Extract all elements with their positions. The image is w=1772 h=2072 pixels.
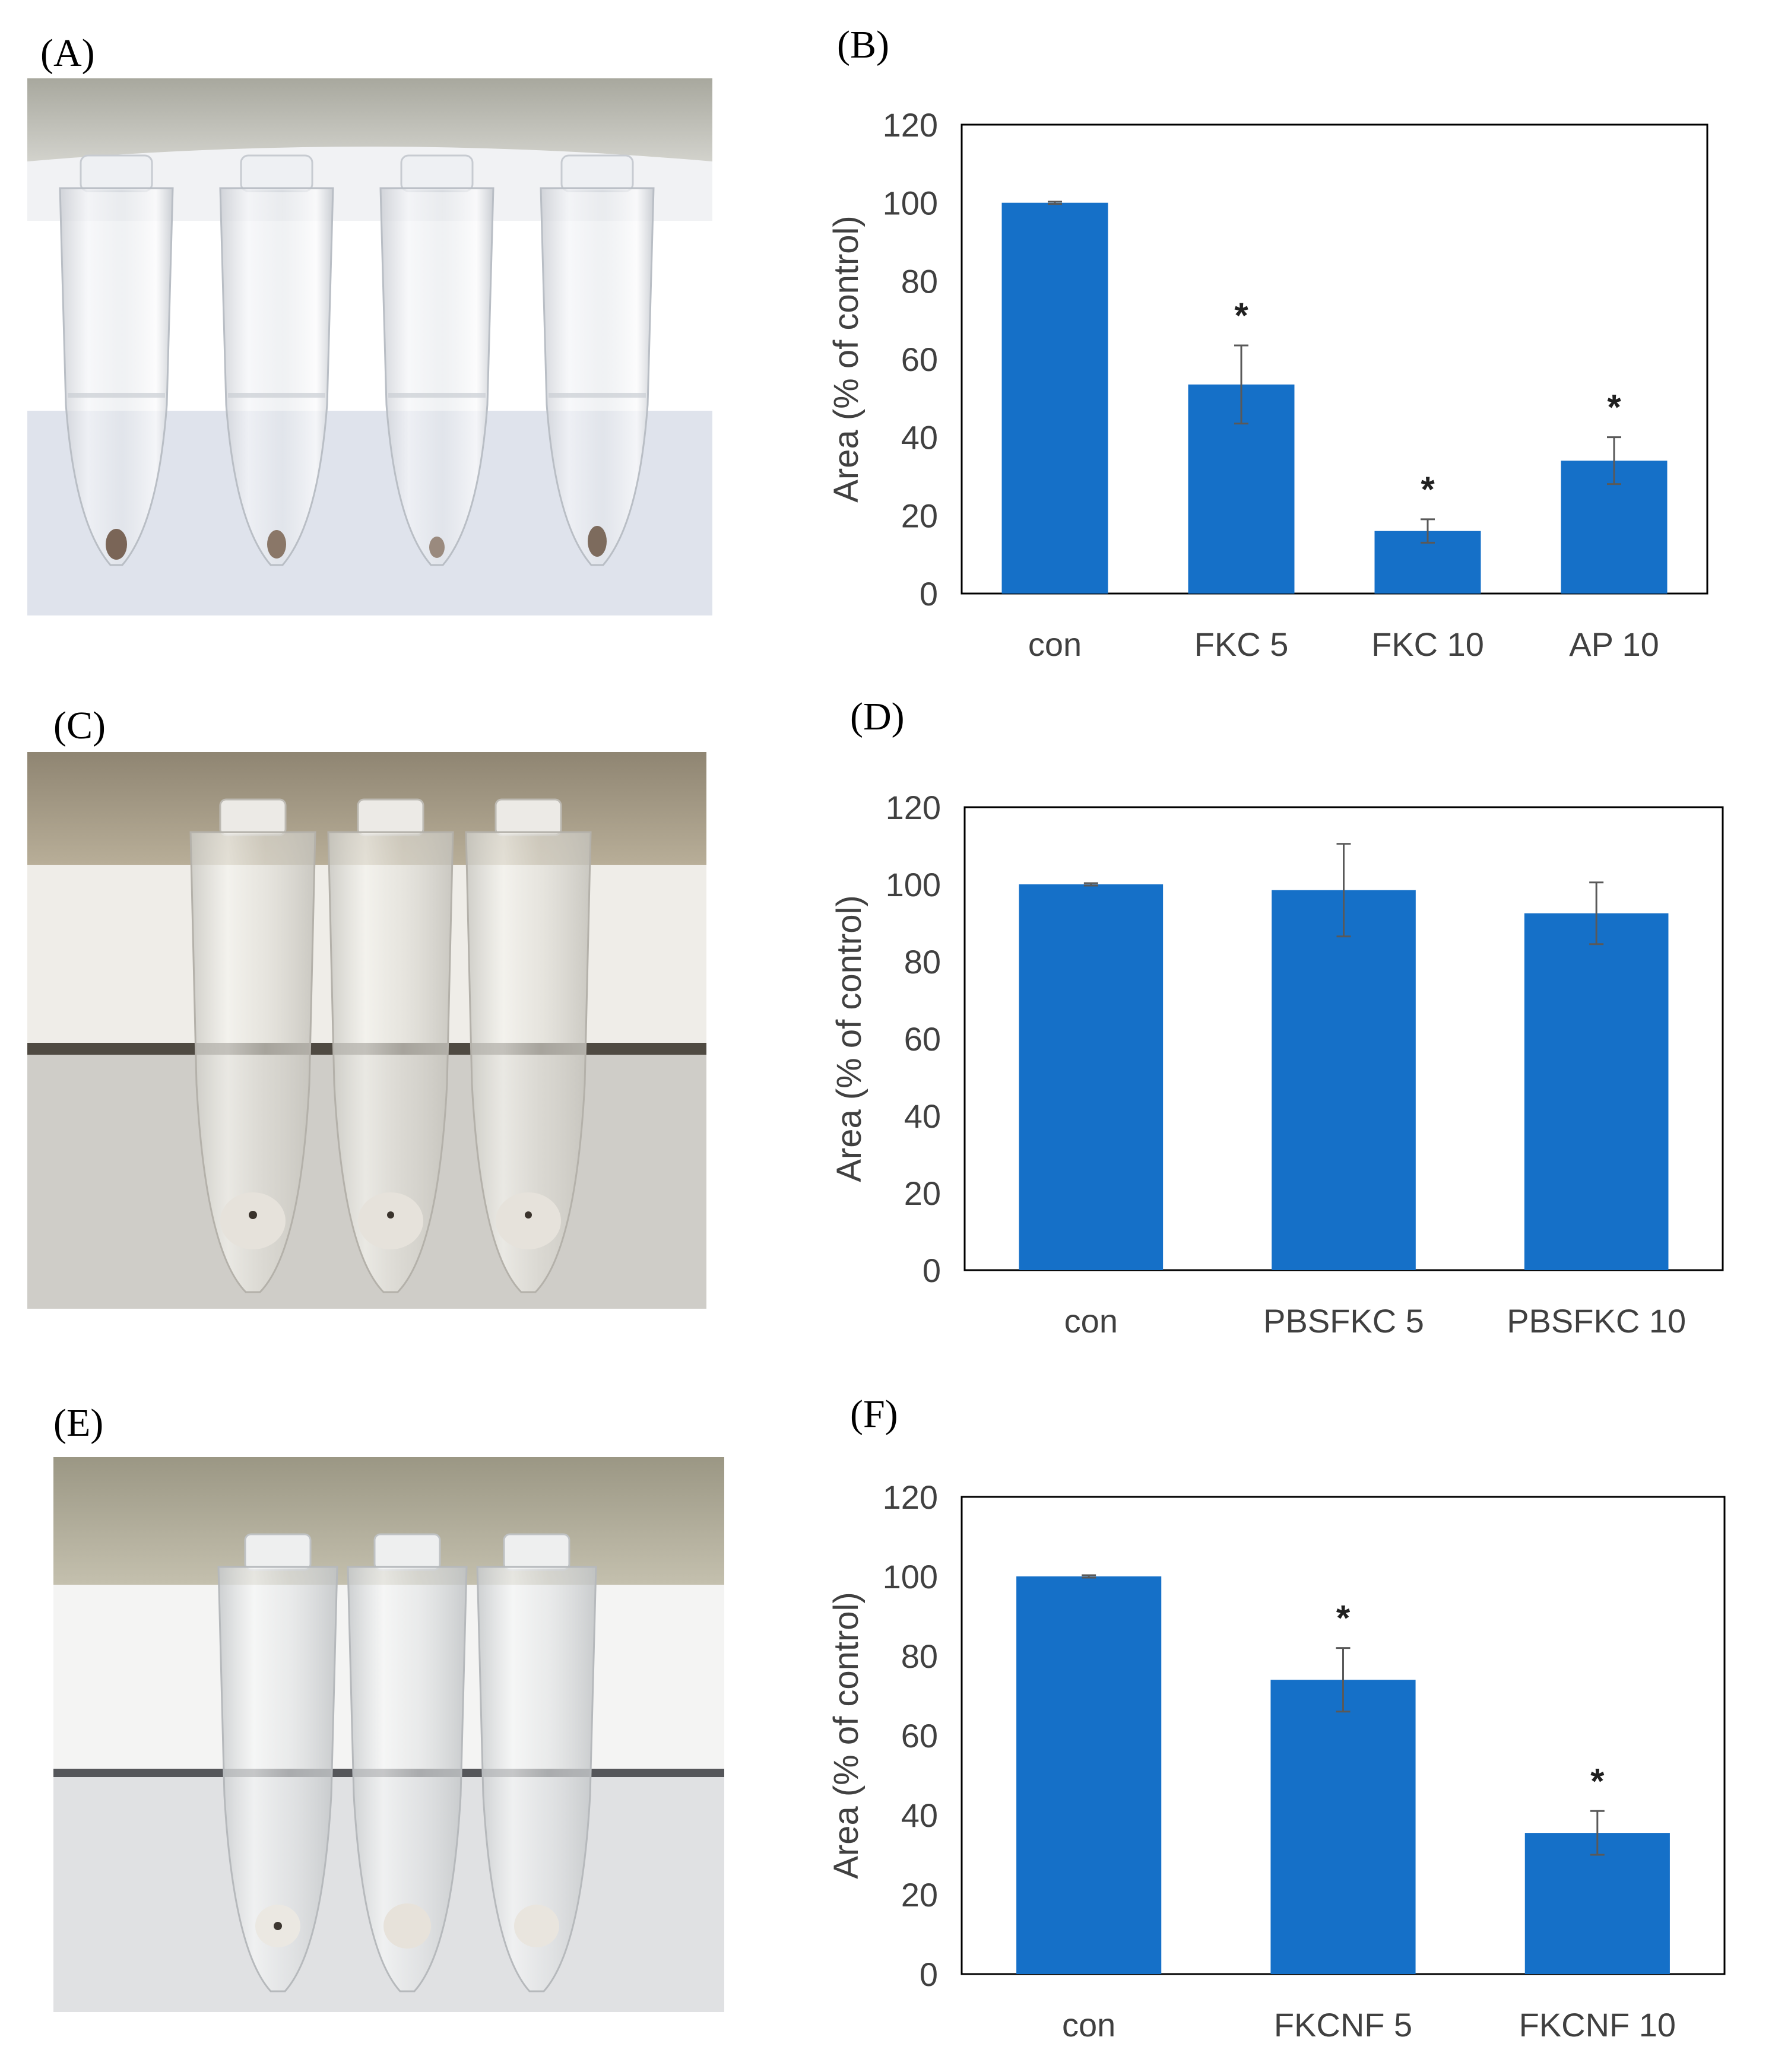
y-tick-label: 0: [920, 575, 938, 613]
bar: [1561, 461, 1668, 594]
y-tick-label: 20: [904, 1175, 941, 1212]
y-axis-label: Area (% of control): [827, 1592, 866, 1879]
y-tick-label: 40: [904, 1097, 941, 1135]
panel-label-e: (E): [53, 1401, 104, 1445]
y-axis-label: Area (% of control): [827, 215, 866, 503]
error-bar: [1421, 518, 1435, 544]
panel-label-f: (F): [850, 1392, 898, 1436]
bar: [1188, 384, 1295, 594]
y-tick-label: 40: [901, 1797, 938, 1834]
y-tick-label: 120: [886, 789, 941, 826]
y-tick-label: 60: [901, 1717, 938, 1754]
y-tick-label: 120: [883, 1478, 938, 1516]
x-tick-label: AP 10: [1569, 626, 1659, 663]
x-tick-label: PBSFKC 5: [1263, 1302, 1424, 1340]
error-bar: [1589, 881, 1604, 945]
bar: [1270, 1680, 1416, 1974]
plot-frame: [963, 806, 1724, 1271]
bar: [1019, 884, 1164, 1270]
x-tick-label: PBSFKC 10: [1507, 1302, 1686, 1340]
significance-marker: *: [1590, 1761, 1605, 1801]
error-bar: [1336, 843, 1351, 938]
y-tick-label: 100: [883, 185, 938, 222]
panel-label-c: (C): [53, 704, 106, 747]
photo-tubes-e: [53, 1457, 724, 2012]
y-tick-label: 40: [901, 419, 938, 456]
plot-frame: [961, 1496, 1726, 1975]
y-tick-label: 0: [920, 1956, 938, 1993]
bar: [1374, 531, 1481, 594]
y-tick-label: 60: [901, 341, 938, 378]
x-tick-label: FKC 5: [1194, 626, 1289, 663]
bar: [1016, 1576, 1162, 1974]
significance-marker: *: [1421, 469, 1435, 509]
bar: [1001, 202, 1108, 594]
bar: [1524, 913, 1669, 1270]
x-tick-label: con: [1028, 626, 1082, 663]
panel-label-b: (B): [837, 23, 889, 66]
bar: [1272, 890, 1416, 1270]
significance-marker: *: [1336, 1598, 1351, 1638]
photo-tubes-c: [27, 752, 706, 1309]
significance-marker: *: [1234, 296, 1248, 335]
x-tick-label: con: [1064, 1302, 1118, 1340]
y-tick-label: 80: [904, 943, 941, 981]
error-bar: [1083, 882, 1098, 887]
y-tick-label: 80: [901, 1638, 938, 1675]
y-tick-label: 80: [901, 262, 938, 300]
y-tick-label: 20: [901, 497, 938, 534]
photo-tubes-a: [27, 78, 712, 615]
error-bar: [1607, 436, 1621, 486]
plot-frame: [961, 123, 1708, 595]
y-tick-label: 100: [886, 866, 941, 903]
bar: [1524, 1833, 1670, 1974]
y-tick-label: 60: [904, 1020, 941, 1058]
error-bar: [1082, 1574, 1096, 1579]
error-bar: [1048, 201, 1062, 205]
y-tick-label: 0: [923, 1252, 941, 1289]
y-axis-label: Area (% of control): [830, 895, 868, 1182]
x-tick-label: con: [1062, 2006, 1115, 2044]
error-bar: [1590, 1810, 1605, 1856]
x-tick-label: FKCNF 10: [1519, 2006, 1676, 2044]
significance-marker: *: [1607, 388, 1621, 427]
y-tick-label: 120: [883, 106, 938, 144]
y-tick-label: 20: [901, 1876, 938, 1914]
y-tick-label: 100: [883, 1558, 938, 1595]
x-tick-label: FKC 10: [1371, 626, 1484, 663]
panel-label-a: (A): [40, 31, 95, 75]
error-bar: [1336, 1647, 1351, 1713]
panel-label-d: (D): [850, 695, 905, 738]
error-bar: [1234, 344, 1248, 425]
x-tick-label: FKCNF 5: [1274, 2006, 1412, 2044]
